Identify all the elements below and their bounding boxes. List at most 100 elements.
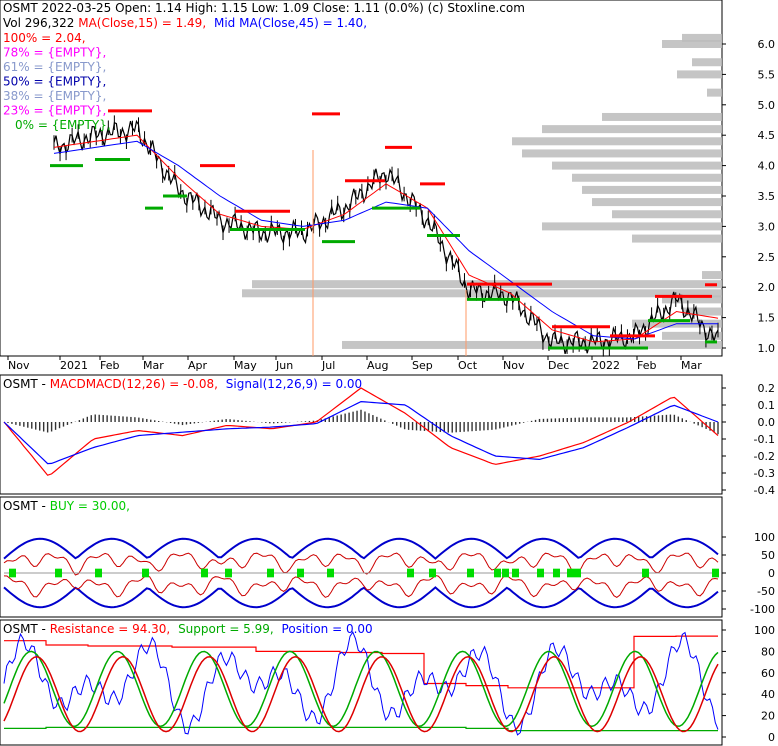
buy-signal-upper (3, 552, 719, 576)
ma15-label: MA(Close,15) = 1.49, (78, 16, 206, 30)
buy-title-prefix: OSMT - (3, 499, 50, 513)
sr-tick-label: 40 (761, 688, 775, 701)
macd-tick-label: -0.1 (754, 433, 775, 446)
buy-signal-marker (553, 568, 560, 578)
macd-line (3, 387, 719, 476)
buy-title: OSMT - BUY = 30.00, (3, 499, 130, 513)
sr-tick-label: 60 (761, 667, 775, 680)
fib-level-label: 38% = {EMPTY}, (3, 89, 106, 103)
mid-ma-label: Mid MA(Close,45) = 1.40, (214, 16, 367, 30)
buy-tick-label: -50 (757, 585, 775, 598)
x-tick-label: Mar (681, 359, 702, 372)
sr-tick-label: 20 (761, 710, 775, 723)
green-oscillator (3, 650, 719, 728)
price-tick-label: 4.0 (758, 160, 776, 173)
buy-signal-marker (225, 568, 232, 578)
signal-line (3, 400, 719, 465)
x-tick-label: Feb (637, 359, 656, 372)
price-tick-label: 3.0 (758, 220, 776, 233)
vol-label: Vol 296,322 (3, 16, 78, 30)
price-tick-label: 1.5 (758, 312, 776, 325)
x-tick-label: Nov (503, 359, 525, 372)
price-tick-label: 4.5 (758, 129, 776, 142)
fib-level-label: 50% = {EMPTY}, (3, 75, 106, 89)
volume-profile-bar (677, 70, 722, 79)
support-line (4, 726, 718, 732)
x-ticks: Nov 2021 Feb Mar Apr May Jun Jul Aug Sep Oct Nov Dec… (7, 356, 702, 372)
fib-level-label: 78% = {EMPTY}, (3, 46, 106, 60)
buy-signal-marker (537, 568, 544, 578)
macd-tick-label: 0.1 (758, 399, 776, 412)
buy-tick-label: 50 (761, 549, 775, 562)
macd-value-label: MACDMACD(12,26) = -0.08, (50, 377, 218, 391)
buy-signal-marker (467, 568, 474, 578)
buy-signal-marker (55, 568, 62, 578)
x-tick-label: Sep (412, 359, 433, 372)
x-tick-label: Jun (275, 359, 293, 372)
buy-signal-marker (429, 568, 436, 578)
buy-signal-marker (267, 568, 274, 578)
buy-signal-marker (327, 568, 334, 578)
x-tick-label: May (234, 359, 257, 372)
fib-levels: 100% = 2.04,78% = {EMPTY},61% = {EMPTY},… (3, 31, 111, 132)
volume-profile-bar (592, 198, 722, 207)
volume-profile-bar (522, 149, 722, 158)
signal-value-label: Signal(12,26,9) = 0.00 (226, 377, 362, 391)
fib-level-label: 100% = 2.04, (3, 31, 86, 45)
volume-profile-bar (682, 307, 722, 316)
price-tick-label: 6.0 (758, 38, 776, 51)
volume-profile-bar (662, 295, 722, 304)
buy-signal-marker (642, 568, 649, 578)
price-line (53, 119, 719, 355)
volume-profile-bar (702, 271, 722, 280)
support-value-label: Support = 5.99, (178, 622, 274, 636)
resistance-line (4, 635, 718, 689)
buy-lower-band (3, 586, 719, 609)
vol-ma-line: Vol 296,322 MA(Close,15) = 1.49, Mid MA(… (3, 16, 367, 30)
macd-tick-label: 0.2 (758, 382, 776, 395)
buy-signal-marker (142, 568, 149, 578)
buy-layer (3, 537, 719, 609)
resistance-value-label: Resistance = 94.30, (50, 622, 171, 636)
macd-layer (3, 387, 719, 476)
volume-profile-bar (612, 210, 722, 219)
sr-title: OSMT - Resistance = 94.30, Support = 5.9… (3, 622, 373, 636)
fib-level-label: 61% = {EMPTY}, (3, 60, 106, 74)
buy-signal-marker (201, 568, 208, 578)
macd-title-prefix: OSMT - (3, 377, 50, 391)
x-tick-label: 2021 (60, 359, 88, 372)
macd-tick-label: 0.0 (758, 416, 776, 429)
volume-profile-bar (582, 185, 722, 194)
volume-profile-bar (707, 88, 722, 97)
x-tick-label: Nov (8, 359, 30, 372)
price-layer (50, 33, 722, 357)
header-line: OSMT 2022-03-25 Open: 1.14 High: 1.15 Lo… (3, 1, 525, 15)
sr-panel (0, 619, 723, 746)
price-tick-label: 3.5 (758, 190, 776, 203)
buy-upper-band (3, 537, 719, 560)
x-tick-label: Apr (188, 359, 208, 372)
buy-signal-marker (502, 568, 509, 578)
sr-tick-label: 80 (761, 645, 775, 658)
buy-signal-marker (494, 568, 501, 578)
x-tick-label: Oct (458, 359, 478, 372)
macd-title: OSMT - MACDMACD(12,26) = -0.08, Signal(1… (3, 377, 362, 391)
sr-layer (3, 631, 719, 736)
volume-profile-bar (662, 331, 722, 340)
sr-tick-label: 100 (754, 624, 775, 637)
volume-profile-bar (342, 340, 722, 349)
buy-signal-marker (512, 568, 519, 578)
buy-signal-marker (712, 568, 719, 578)
buy-signal-marker (407, 568, 414, 578)
buy-tick-label: 0 (768, 567, 775, 580)
volume-profile-bar (662, 40, 722, 48)
x-tick-label: Jul (321, 359, 335, 372)
x-tick-label: Feb (100, 359, 119, 372)
ma15-line (53, 134, 719, 343)
fib-level-label: 0% = {EMPTY}, (15, 118, 111, 132)
buy-signal-marker (574, 568, 581, 578)
fib-level-label: 23% = {EMPTY}, (3, 104, 106, 118)
x-tick-label: Dec (548, 359, 569, 372)
buy-signal-marker (567, 568, 574, 578)
